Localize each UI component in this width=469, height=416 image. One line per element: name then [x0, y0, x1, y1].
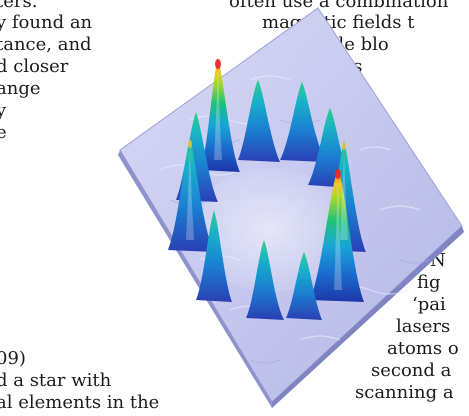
- left-text-line-2: y found an: [0, 12, 93, 33]
- left-text-line-1: ters.: [0, 0, 38, 12]
- peak-6: [168, 138, 214, 252]
- left-text-line-4: d closer: [0, 56, 69, 77]
- peak-3: [280, 82, 326, 162]
- left-text-line-10: al elements in the: [0, 392, 160, 413]
- right-text-line-9: atoms o: [387, 338, 459, 359]
- peak-8: [310, 168, 364, 302]
- right-text-line-10: second a: [371, 360, 452, 381]
- left-text-line-6: y: [0, 100, 7, 121]
- left-text-line-3: tance, and: [0, 34, 92, 55]
- right-text-line-6: fig: [417, 272, 441, 293]
- left-text-line-7: e: [0, 122, 7, 143]
- peak-9: [196, 210, 232, 302]
- right-text-line-7: ‘pai: [412, 294, 446, 315]
- peak-11: [286, 252, 322, 320]
- peak-1: [200, 58, 240, 172]
- left-text-line-9: d a star with: [0, 370, 112, 391]
- peak-10: [246, 240, 284, 320]
- surface-plane: [118, 7, 464, 408]
- right-text-line-11: scanning a: [355, 382, 454, 403]
- peak-ring: [168, 58, 366, 320]
- left-text-line-5: ange: [0, 78, 41, 99]
- right-text-line-1: often use a combination: [229, 0, 449, 12]
- peak-2: [238, 80, 280, 162]
- left-text-line-8: 09): [0, 348, 26, 369]
- right-text-line-8: lasers: [396, 316, 451, 337]
